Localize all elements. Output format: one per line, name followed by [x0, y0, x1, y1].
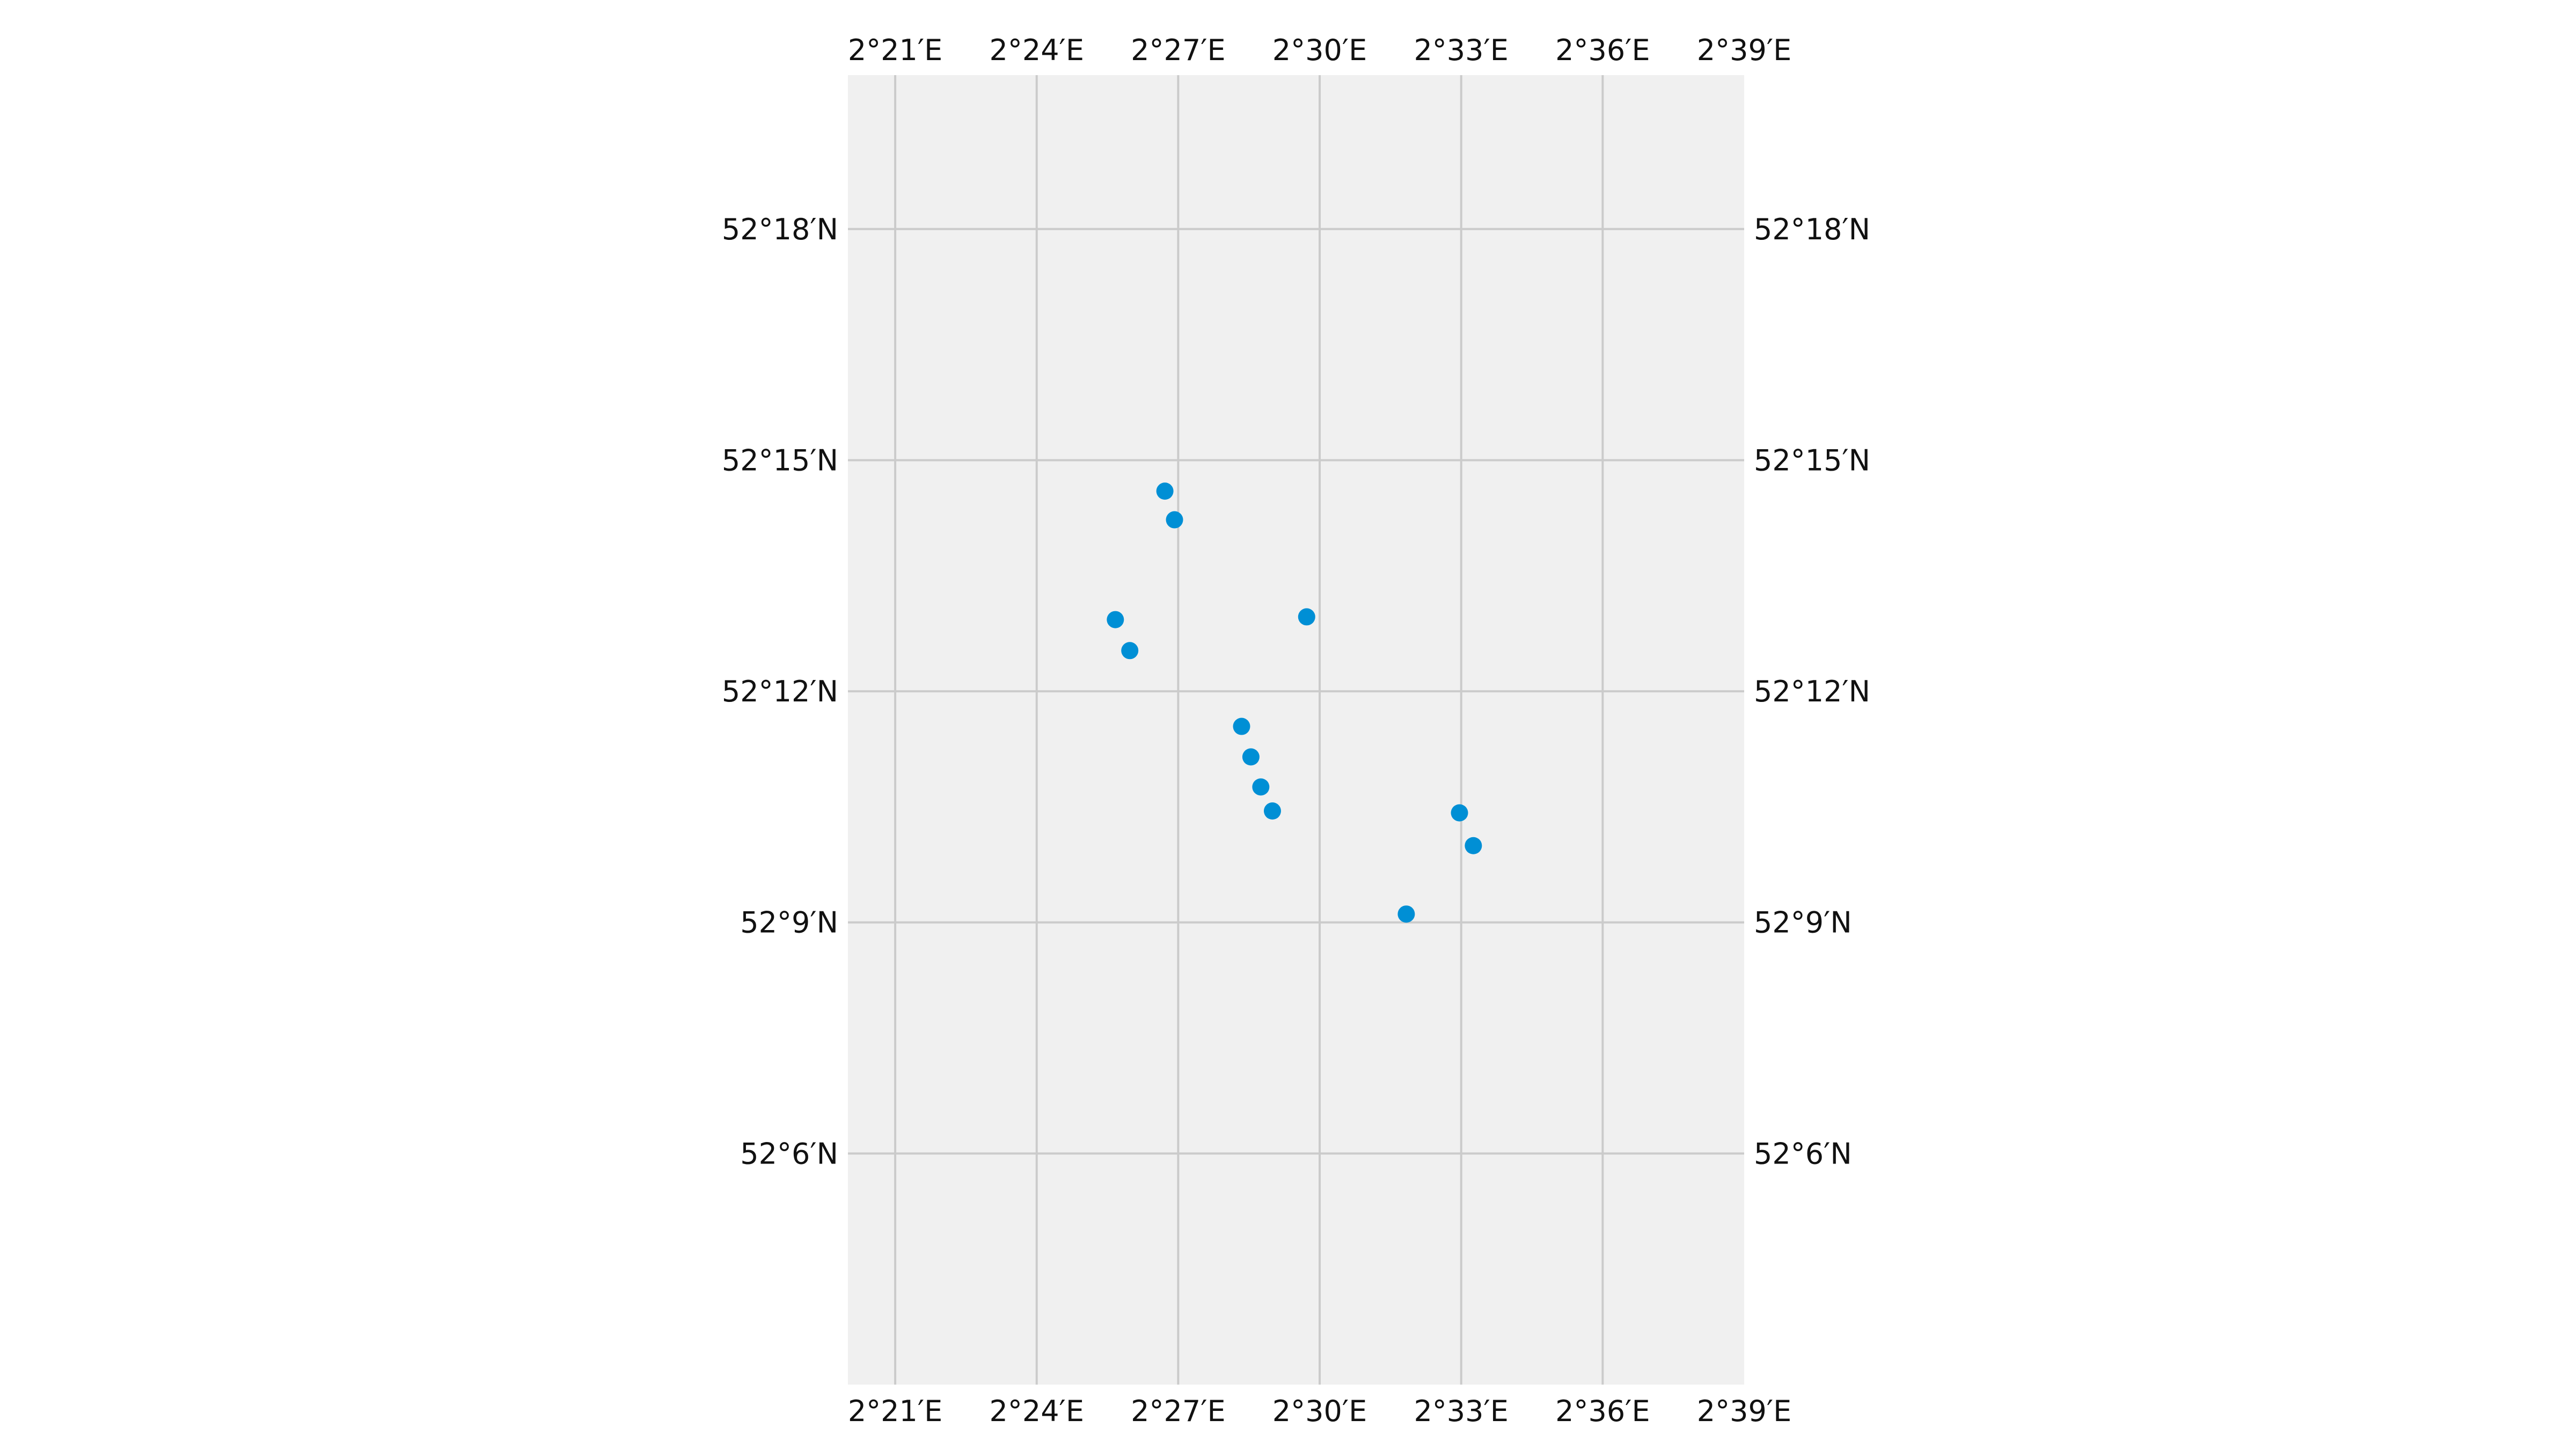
longitude-tick-label-top: 2°39′E	[1697, 33, 1791, 67]
data-point	[1242, 748, 1260, 766]
longitude-tick-label-bottom: 2°36′E	[1555, 1394, 1650, 1428]
data-point	[1156, 482, 1174, 500]
data-point	[1166, 511, 1183, 529]
tick-labels: 2°21′E 2°21′E 2°24′E 2°24′E 2°27′E 2°27′E 2°30…	[722, 33, 1870, 1428]
map-background	[848, 75, 1744, 1385]
longitude-tick-label-bottom: 2°30′E	[1272, 1394, 1367, 1428]
longitude-tick-label-top: 2°27′E	[1131, 33, 1225, 67]
latitude-tick-label-left: 52°12′N	[722, 675, 838, 708]
latitude-tick-label-left: 52°15′N	[722, 443, 838, 477]
longitude-tick-label-bottom: 2°39′E	[1697, 1394, 1791, 1428]
longitude-tick-label-bottom: 2°24′E	[989, 1394, 1084, 1428]
longitude-tick-label-bottom: 2°27′E	[1131, 1394, 1225, 1428]
data-point	[1298, 608, 1315, 626]
data-point	[1107, 611, 1124, 628]
longitude-tick-label-top: 2°36′E	[1555, 33, 1650, 67]
latitude-tick-label-left: 52°9′N	[740, 906, 838, 940]
latitude-tick-label-left: 52°6′N	[740, 1137, 838, 1170]
data-point	[1121, 642, 1139, 660]
data-point	[1465, 837, 1482, 854]
latitude-tick-label-right: 52°9′N	[1754, 906, 1852, 940]
data-points	[1107, 482, 1482, 923]
latitude-tick-label-right: 52°12′N	[1754, 675, 1870, 708]
longitude-tick-label-top: 2°30′E	[1272, 33, 1367, 67]
longitude-tick-label-top: 2°33′E	[1414, 33, 1508, 67]
data-point	[1233, 718, 1250, 735]
data-point	[1252, 778, 1270, 796]
longitude-tick-label-bottom: 2°21′E	[848, 1394, 942, 1428]
latitude-tick-label-right: 52°18′N	[1754, 213, 1870, 246]
longitude-tick-label-bottom: 2°33′E	[1414, 1394, 1508, 1428]
longitude-tick-label-top: 2°21′E	[848, 33, 942, 67]
longitude-tick-label-top: 2°24′E	[989, 33, 1084, 67]
latitude-tick-label-left: 52°18′N	[722, 213, 838, 246]
data-point	[1397, 905, 1415, 923]
data-point	[1263, 802, 1281, 820]
gridlines	[848, 75, 1744, 1385]
data-point	[1451, 804, 1468, 822]
latitude-tick-label-right: 52°6′N	[1754, 1137, 1852, 1170]
latitude-tick-label-right: 52°15′N	[1754, 443, 1870, 477]
